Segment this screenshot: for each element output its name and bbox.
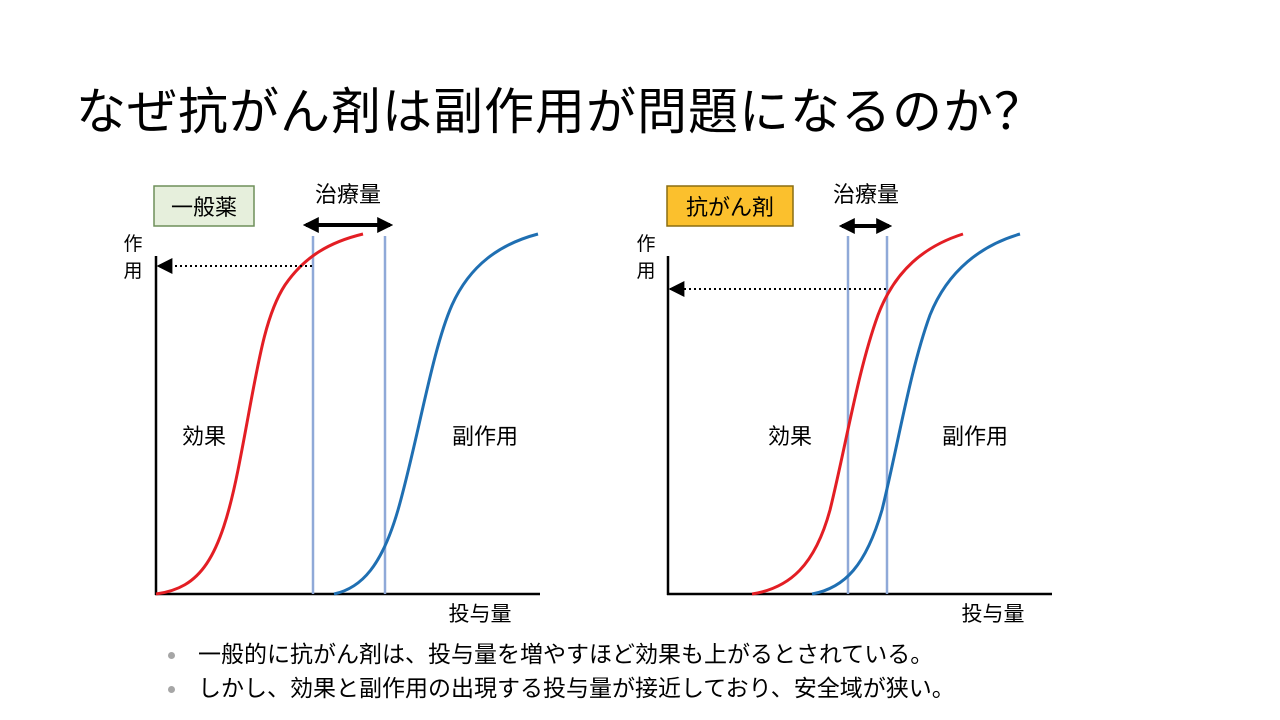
y-axis-label-bottom-anticancer: 用 bbox=[636, 260, 655, 282]
y-axis-label-bottom-general: 用 bbox=[123, 260, 142, 282]
effect-curve-anticancer bbox=[751, 232, 964, 596]
effect-label-anticancer: 効果 bbox=[768, 425, 812, 450]
badge-anticancer-label: 抗がん剤 bbox=[686, 196, 774, 221]
effect-curve-general bbox=[155, 232, 364, 596]
bullet-dot-icon bbox=[168, 652, 175, 659]
side-effect-label-anticancer: 副作用 bbox=[942, 425, 1008, 450]
badge-general-drug-label: 一般薬 bbox=[171, 196, 237, 221]
bullet-item: しかし、効果と副作用の出現する投与量が接近しており、安全域が狭い。 bbox=[168, 672, 1248, 706]
side-effect-curve-anticancer bbox=[811, 232, 1021, 596]
x-axis-label-anticancer: 投与量 bbox=[962, 602, 1025, 626]
panel-general-drug: 一般薬 治療量 作 用 投与量 効果 副作用 bbox=[123, 183, 540, 626]
panel-anticancer-drug: 抗がん剤 治療量 作 用 投与量 効果 副作用 bbox=[636, 183, 1052, 626]
bullet-text: 一般的に抗がん剤は、投与量を増やすほど効果も上がるとされている。 bbox=[198, 642, 934, 668]
bullet-item: 一般的に抗がん剤は、投与量を増やすほど効果も上がるとされている。 bbox=[168, 638, 1248, 672]
x-axis-label-general: 投与量 bbox=[449, 602, 512, 626]
bullet-dot-icon bbox=[168, 686, 175, 693]
side-effect-label-general: 副作用 bbox=[452, 425, 518, 450]
window-label-general: 治療量 bbox=[315, 183, 381, 208]
y-axis-label-top-general: 作 bbox=[123, 233, 142, 255]
bullet-list: 一般的に抗がん剤は、投与量を増やすほど効果も上がるとされている。 しかし、効果と… bbox=[168, 638, 1248, 706]
window-label-anticancer: 治療量 bbox=[833, 183, 899, 208]
bullet-text: しかし、効果と副作用の出現する投与量が接近しており、安全域が狭い。 bbox=[198, 676, 955, 702]
effect-label-general: 効果 bbox=[182, 425, 226, 450]
badge-anticancer-box bbox=[666, 185, 794, 227]
y-axis-label-top-anticancer: 作 bbox=[636, 233, 655, 255]
slide-title: なぜ抗がん剤は副作用が問題になるのか？ bbox=[76, 83, 1045, 141]
side-effect-curve-general bbox=[333, 232, 539, 596]
badge-general-drug-box bbox=[153, 185, 255, 227]
